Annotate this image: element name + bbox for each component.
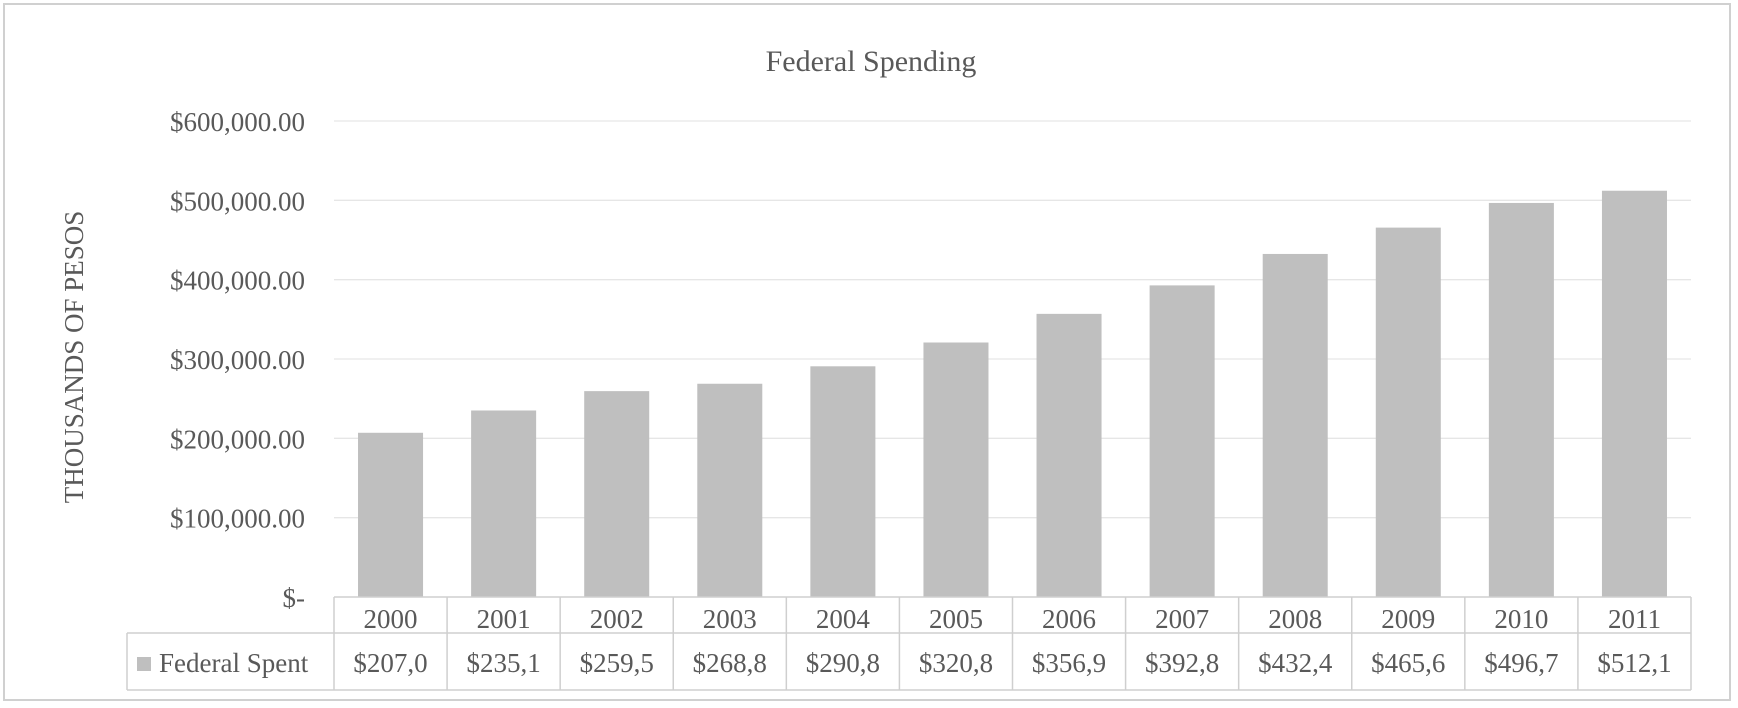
category-label: 2005 (929, 604, 983, 634)
category-label: 2004 (816, 604, 871, 634)
data-table-value: $207,0 (353, 648, 427, 678)
y-tick-label: $100,000.00 (170, 504, 305, 534)
bar-2006 (1036, 313, 1102, 597)
data-table-value: $259,5 (580, 648, 654, 678)
bar-2000 (358, 432, 424, 597)
y-tick-labels: $- $100,000.00 $200,000.00 $300,000.00 $400,… (170, 107, 305, 613)
category-label: 2001 (477, 604, 531, 634)
y-tick-label: $200,000.00 (170, 424, 305, 454)
y-axis-label: THOUSANDS OF PESOS (59, 211, 89, 504)
grid-layer (334, 120, 1691, 519)
data-table: 2000 2001 2002 2003 2004 2005 2006 2007 2008 2009… (126, 596, 1692, 691)
chart-svg: Federal Spending THOUSANDS OF PESOS $- $1… (59, 45, 1692, 691)
category-label: 2000 (364, 604, 418, 634)
bar-2010 (1488, 202, 1554, 597)
bar-2003 (697, 383, 763, 597)
category-label: 2010 (1494, 604, 1548, 634)
category-label: 2011 (1608, 604, 1661, 634)
y-tick-label: $- (283, 583, 306, 613)
data-table-value: $512,1 (1597, 648, 1671, 678)
category-label: 2008 (1268, 604, 1322, 634)
category-label: 2009 (1381, 604, 1435, 634)
y-tick-label: $300,000.00 (170, 345, 305, 375)
data-table-value: $432,4 (1258, 648, 1333, 678)
bar-2005 (923, 342, 989, 597)
y-tick-label: $600,000.00 (170, 107, 305, 137)
bar-2011 (1601, 190, 1667, 597)
y-tick-label: $400,000.00 (170, 266, 305, 296)
chart-frame: Federal Spending THOUSANDS OF PESOS $- $1… (3, 3, 1731, 701)
data-table-value: $392,8 (1145, 648, 1219, 678)
data-table-value: $268,8 (693, 648, 767, 678)
data-table-value: $235,1 (467, 648, 541, 678)
category-label: 2007 (1155, 604, 1209, 634)
bar-2009 (1375, 227, 1441, 597)
data-table-value: $290,8 (806, 648, 880, 678)
data-table-value: $320,8 (919, 648, 993, 678)
category-label: 2003 (703, 604, 757, 634)
data-table-value: $496,7 (1484, 648, 1558, 678)
bar-2004 (810, 366, 876, 597)
legend-label: Federal Spent (159, 648, 309, 678)
bar-series (358, 190, 1667, 598)
category-label: 2006 (1042, 604, 1096, 634)
y-tick-label: $500,000.00 (170, 186, 305, 216)
category-label: 2002 (590, 604, 644, 634)
bar-2001 (471, 410, 537, 597)
bar-2007 (1149, 285, 1215, 597)
bar-2008 (1262, 253, 1328, 598)
data-table-value: $356,9 (1032, 648, 1106, 678)
legend-key (137, 657, 151, 671)
data-table-value: $465,6 (1371, 648, 1445, 678)
bar-2002 (584, 391, 650, 597)
chart-title: Federal Spending (766, 45, 977, 78)
